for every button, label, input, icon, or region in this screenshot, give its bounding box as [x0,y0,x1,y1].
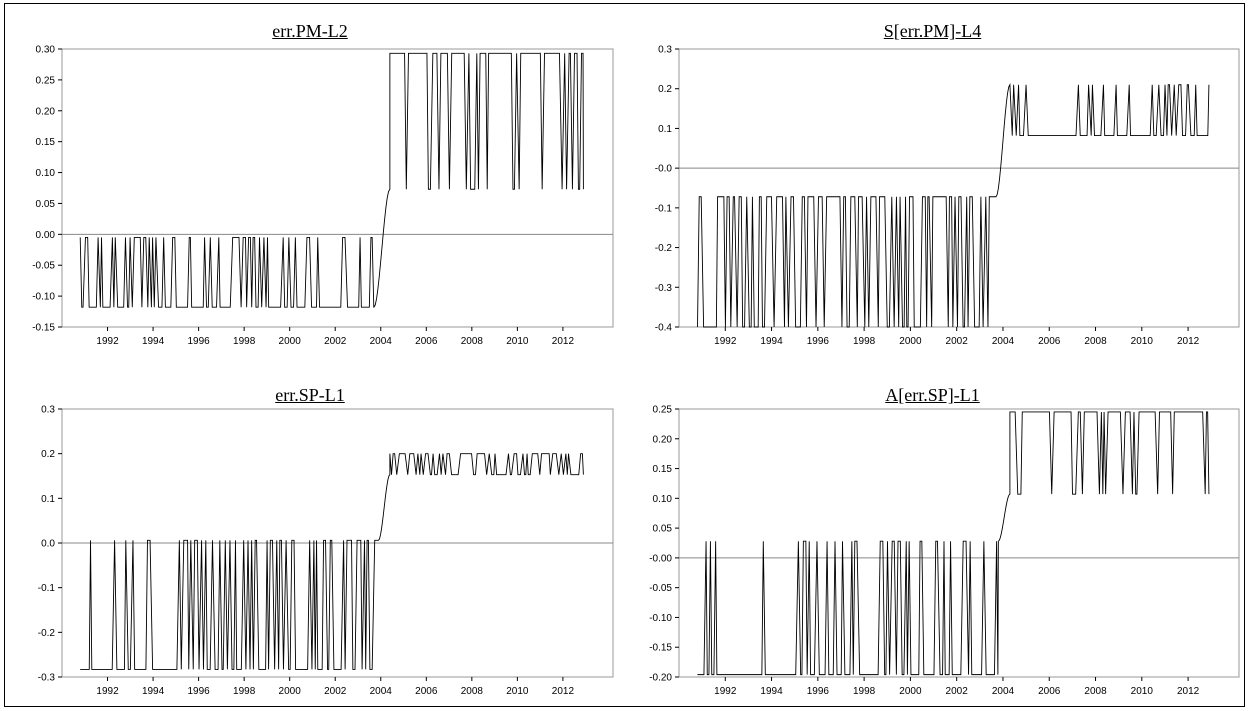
x-tick-label: 2010 [1131,686,1154,697]
y-tick-label: -0.05 [32,261,55,272]
x-tick-label: 2012 [552,336,575,347]
y-tick-label: -0.3 [38,673,56,684]
x-tick-label: 2000 [899,336,922,347]
x-tick-label: 1996 [187,686,210,697]
y-tick-label: 0.10 [36,168,56,179]
x-tick-label: 2004 [370,336,393,347]
y-tick-label: 0.15 [653,464,673,475]
y-tick-label: 0.0 [41,539,55,550]
y-tick-label: 0.25 [36,75,56,86]
y-tick-label: 0.3 [41,405,55,416]
x-tick-label: 1992 [96,686,119,697]
plot-area-border [61,48,614,328]
x-tick-label: 2004 [370,686,393,697]
y-tick-label: 0.05 [36,199,56,210]
x-tick-label: 2008 [461,686,484,697]
x-tick-label: 2002 [324,336,347,347]
y-tick-label: 0.15 [36,137,56,148]
y-tick-label: -0.10 [32,292,55,303]
x-tick-label: 2008 [1084,336,1107,347]
x-tick-label: 1994 [142,336,165,347]
y-tick-label: -0.2 [38,628,56,639]
x-tick-label: 2010 [506,336,529,347]
panel-title: err.PM-L2 [272,21,348,41]
x-tick-label: 1992 [714,336,737,347]
x-tick-label: 2004 [992,686,1015,697]
x-tick-label: 2010 [506,686,529,697]
panel-title: A[err.SP]-L1 [885,385,980,405]
series-line [697,83,1210,328]
x-tick-label: 1996 [187,336,210,347]
y-tick-label: 0.25 [653,405,673,416]
x-tick-label: 1998 [233,336,256,347]
x-tick-label: 1992 [714,686,737,697]
panel-title: S[err.PM]-L4 [883,21,982,41]
x-tick-label: 1998 [853,686,876,697]
x-tick-label: 2008 [1084,686,1107,697]
y-tick-label: 0.20 [653,434,673,445]
x-tick-label: 1994 [142,686,165,697]
y-tick-label: -0.0 [655,164,673,175]
figure-frame [4,3,1245,707]
y-tick-label: 0.2 [658,84,672,95]
x-tick-label: 1998 [853,336,876,347]
x-tick-label: 2000 [279,686,302,697]
y-tick-label: -0.1 [38,583,56,594]
plot-area-border [678,48,1240,328]
x-tick-label: 2006 [1038,686,1061,697]
series-line [80,453,584,670]
plot-area-border [678,408,1240,678]
x-tick-label: 1994 [760,686,783,697]
panel-err-sp-l1: err.SP-L1 -0.3 -0.2 -0.1 0.0 0.1 0.2 0.3 1992 19… [0,355,620,707]
x-tick-label: 2012 [552,686,575,697]
panel-a-err-sp-l1: A[err.SP]-L1 -0.20 -0.15 -0.10 -0.05 -0.00 0.… [620,355,1245,707]
x-tick-label: 2002 [946,336,969,347]
x-tick-label: 2008 [461,336,484,347]
x-tick-label: 2004 [992,336,1015,347]
x-tick-label: 2012 [1177,336,1200,347]
x-tick-label: 1994 [760,336,783,347]
y-tick-label: 0.3 [658,45,672,56]
panel-title: err.SP-L1 [275,385,345,405]
y-tick-label: -0.3 [655,283,673,294]
y-tick-label: -0.15 [649,643,672,654]
chart-err-sp-l1: -0.3 -0.2 -0.1 0.0 0.1 0.2 0.3 1992 1994 1996 1998… [38,405,614,697]
x-tick-label: 1996 [807,336,830,347]
x-tick-label: 1996 [807,686,830,697]
y-tick-label: 0.2 [41,449,55,460]
y-tick-label: 0.10 [653,494,673,505]
y-tick-label: -0.2 [655,243,673,254]
chart-a-err-sp-l1: -0.20 -0.15 -0.10 -0.05 -0.00 0.05 0.10 0.15 0.2… [649,405,1240,697]
y-tick-label: -0.00 [649,553,672,564]
y-tick-label: -0.1 [655,203,673,214]
y-tick-label: 0.1 [658,124,672,135]
y-tick-label: 0.05 [653,524,673,535]
x-tick-label: 1998 [233,686,256,697]
y-tick-label: 0.1 [41,494,55,505]
x-tick-label: 2000 [899,686,922,697]
x-tick-label: 2012 [1177,686,1200,697]
y-tick-label: 0.00 [36,230,56,241]
y-tick-label: -0.20 [649,673,672,684]
panel-err-pm-l2: err.PM-L2 -0.15 -0.10 -0.05 0.00 0.05 0.10 0.1… [0,0,620,355]
series-line [79,52,584,308]
x-tick-label: 2006 [1038,336,1061,347]
x-tick-label: 2002 [324,686,347,697]
x-tick-label: 2006 [415,336,438,347]
y-tick-label: -0.15 [32,323,55,334]
x-tick-label: 2000 [279,336,302,347]
y-tick-label: 0.30 [36,45,56,56]
y-tick-label: -0.4 [655,323,673,334]
panel-s-err-pm-l4: S[err.PM]-L4 -0.4 -0.3 -0.2 -0.1 -0.0 0.1 0.2 0… [620,0,1245,355]
y-tick-label: 0.20 [36,106,56,117]
chart-s-err-pm-l4: -0.4 -0.3 -0.2 -0.1 -0.0 0.1 0.2 0.3 1992 1994 199… [655,45,1240,347]
x-tick-label: 2006 [415,686,438,697]
x-tick-label: 2002 [946,686,969,697]
series-line [697,411,1210,676]
x-tick-label: 2010 [1131,336,1154,347]
x-tick-label: 1992 [96,336,119,347]
y-tick-label: -0.05 [649,583,672,594]
chart-err-pm-l2: -0.15 -0.10 -0.05 0.00 0.05 0.10 0.15 0.20 0.25 0… [32,45,614,347]
y-tick-label: -0.10 [649,613,672,624]
